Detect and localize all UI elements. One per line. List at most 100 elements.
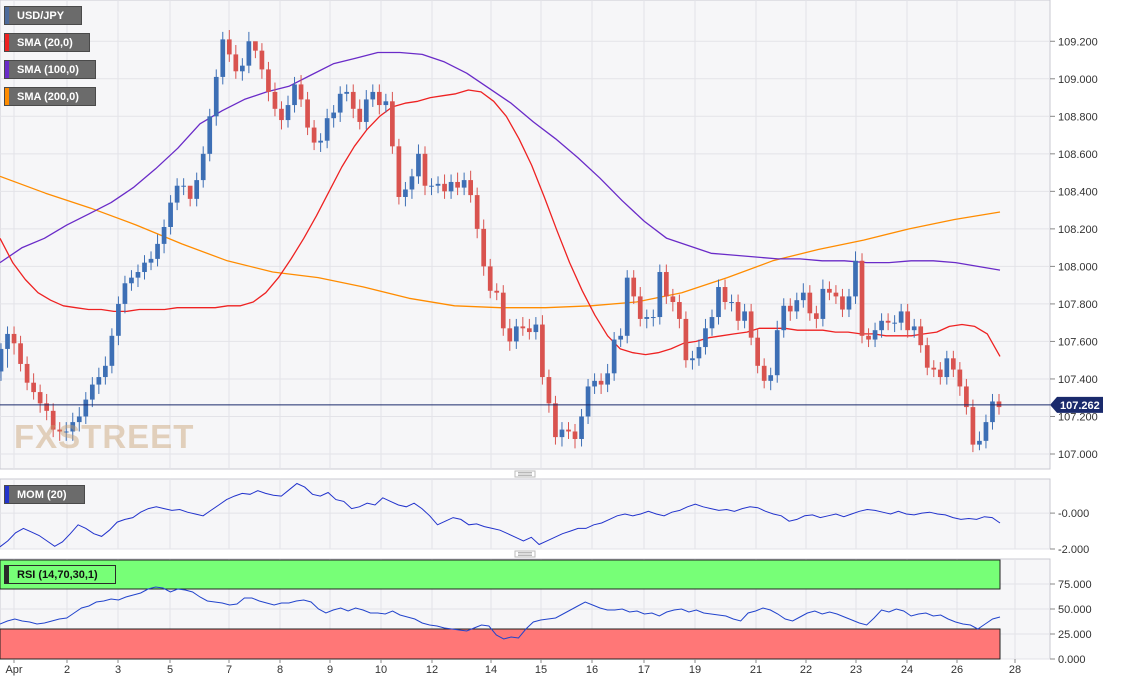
candle-body	[579, 416, 584, 439]
x-tick-label: 21	[750, 664, 762, 676]
legend-rsi-label: RSI (14,70,30,1)	[17, 569, 98, 581]
candle-body	[774, 330, 780, 376]
price-y-tick-label: 108.800	[1058, 111, 1098, 123]
x-tick-label: 23	[850, 664, 862, 676]
price-y-tick-label: 107.800	[1058, 299, 1098, 311]
legend-symbol[interactable]: USD/JPY	[4, 6, 82, 25]
legend-mom[interactable]: MOM (20)	[4, 485, 85, 504]
rsi-overbought-zone	[0, 559, 1001, 590]
candle-body	[931, 367, 937, 370]
candle-body	[800, 292, 806, 301]
candle-body	[161, 226, 167, 244]
candle-body	[663, 272, 669, 297]
candle-body	[305, 99, 310, 128]
candle-body	[5, 333, 10, 349]
candle-body	[200, 153, 206, 181]
candle-body	[344, 91, 350, 94]
x-tick-label: 16	[586, 664, 598, 676]
candle-body	[540, 324, 545, 378]
candle-body	[481, 228, 487, 267]
candle-body	[572, 431, 578, 439]
rsi-line	[0, 586, 1001, 640]
candle-body	[18, 343, 23, 364]
legend-sma20[interactable]: SMA (20,0)	[4, 33, 90, 52]
candle-body	[559, 429, 565, 438]
legend-swatch-mom	[5, 486, 9, 503]
candle-body	[618, 335, 624, 340]
candle-body	[937, 369, 943, 378]
candle-body	[246, 41, 252, 66]
legend-rsi[interactable]: RSI (14,70,30,1)	[4, 565, 116, 584]
x-tick-label: 24	[901, 664, 913, 676]
legend-swatch	[5, 7, 9, 24]
candle-body	[703, 328, 708, 348]
candle-body	[729, 302, 734, 304]
x-tick-label: 8	[277, 664, 283, 676]
candle-body	[533, 324, 539, 333]
candle-body	[226, 39, 232, 55]
momentum-line	[0, 482, 1001, 548]
price-y-tick-label: 107.000	[1058, 449, 1098, 461]
candle-body	[57, 429, 63, 432]
price-y-tick-label: 108.000	[1058, 261, 1098, 273]
last-price-flag	[1050, 396, 1103, 413]
x-tick-label: 12	[426, 664, 438, 676]
candle-body	[272, 91, 278, 109]
candle-body	[527, 328, 532, 333]
candle-body	[950, 358, 956, 370]
candle-body	[977, 440, 982, 445]
x-tick-label: 5	[167, 664, 173, 676]
candle-body	[259, 50, 265, 70]
candle-body	[285, 105, 291, 121]
candle-body	[194, 180, 200, 199]
candle-body	[455, 181, 460, 188]
candle-body	[220, 39, 226, 77]
candle-body	[768, 375, 774, 381]
legend-sma20-label: SMA (20,0)	[17, 37, 73, 49]
candle-body	[670, 296, 676, 303]
candle-body	[122, 283, 128, 304]
candle-body	[474, 195, 480, 229]
candle-body	[155, 243, 160, 259]
candle-body	[279, 108, 284, 121]
candle-body	[500, 292, 506, 329]
candle-body	[598, 380, 604, 385]
sma20-line	[0, 89, 1001, 357]
candle-body	[213, 76, 219, 117]
price-y-tick-label: 109.000	[1058, 74, 1098, 86]
candle-body	[996, 401, 1002, 408]
candle-body	[794, 300, 800, 312]
candle-body	[918, 326, 924, 346]
candle-body	[507, 328, 513, 342]
candle-body	[585, 386, 591, 417]
candle-body	[657, 272, 663, 318]
x-tick-label: 19	[689, 664, 701, 676]
candle-body	[168, 202, 173, 227]
x-tick-label: 26	[951, 664, 963, 676]
candle-body	[181, 185, 186, 187]
candle-body	[363, 99, 369, 122]
candle-body	[846, 296, 852, 310]
price-y-tick-label: 107.600	[1058, 336, 1098, 348]
candle-body	[429, 185, 434, 187]
sma100-line	[0, 51, 1001, 271]
candle-body	[990, 401, 995, 423]
legend-sma100[interactable]: SMA (100,0)	[4, 60, 96, 79]
candle-body	[748, 311, 754, 338]
candle-body	[866, 335, 871, 340]
legend-symbol-label: USD/JPY	[17, 10, 65, 22]
candle-body	[833, 292, 839, 297]
candle-body	[644, 317, 650, 319]
candle-body	[690, 358, 695, 361]
candle-body	[924, 345, 930, 368]
x-tick-label: 14	[485, 664, 497, 676]
x-tick-label: 17	[638, 664, 650, 676]
candle-body	[964, 386, 969, 408]
candle-body	[0, 348, 4, 372]
candle-body	[83, 399, 89, 417]
candle-body	[605, 373, 610, 385]
candle-body	[89, 384, 95, 400]
legend-sma200[interactable]: SMA (200,0)	[4, 87, 96, 106]
sma200-line	[0, 175, 1001, 309]
